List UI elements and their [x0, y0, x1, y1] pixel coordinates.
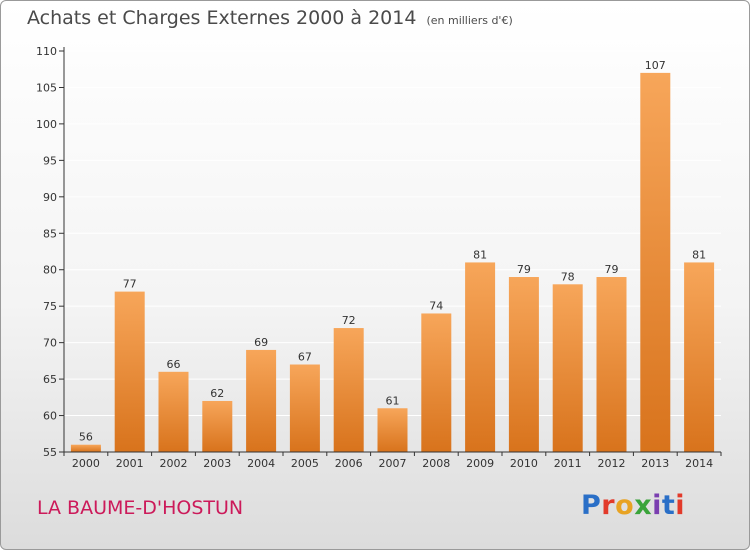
value-label-2009: 81 — [473, 248, 487, 261]
value-label-2005: 67 — [298, 351, 312, 364]
y-tick-label: 80 — [43, 264, 57, 277]
logo-letter: i — [652, 490, 662, 521]
value-label-2004: 69 — [254, 336, 268, 349]
bar-2013 — [640, 72, 671, 452]
y-tick-label: 70 — [43, 337, 57, 350]
logo-letter: P — [581, 490, 602, 521]
logo-letter: r — [601, 490, 616, 521]
bar-2010 — [508, 277, 539, 452]
bar-2003 — [202, 400, 233, 452]
bar-2011 — [552, 284, 583, 452]
y-tick-label: 60 — [43, 410, 57, 423]
logo-letter: x — [634, 490, 653, 521]
value-label-2002: 66 — [167, 358, 181, 371]
axis-layer: 55 60 65 70 75 80 85 90 95 100 105 110 2000 2001 2002 2… — [36, 45, 722, 470]
proxiti-logo[interactable]: Proxiti — [581, 490, 685, 521]
bar-2014 — [684, 262, 715, 452]
bar-2009 — [465, 262, 496, 452]
value-label-2010: 79 — [517, 263, 531, 276]
x-tick-label-2008: 2008 — [422, 457, 450, 470]
y-tick-label: 65 — [43, 373, 57, 386]
labels-layer: 56 77 66 62 69 67 72 61 74 81 79 78 79 107 81 — [79, 59, 706, 444]
bar-2001 — [114, 291, 145, 452]
x-tick-label-2004: 2004 — [247, 457, 275, 470]
y-tick-label: 55 — [43, 446, 57, 459]
y-tick-label: 90 — [43, 191, 57, 204]
bar-2000 — [70, 444, 101, 452]
x-tick-label-2012: 2012 — [598, 457, 626, 470]
bar-2012 — [596, 277, 627, 452]
bar-2006 — [333, 328, 364, 452]
x-tick-label-2000: 2000 — [72, 457, 100, 470]
x-tick-label-2007: 2007 — [379, 457, 407, 470]
value-label-2000: 56 — [79, 431, 93, 444]
bar-2004 — [246, 349, 277, 452]
logo-letter: i — [675, 490, 686, 521]
x-tick-label-2001: 2001 — [116, 457, 144, 470]
value-label-2013: 107 — [645, 59, 666, 72]
value-label-2003: 62 — [210, 387, 224, 400]
bars-layer — [70, 72, 715, 452]
y-tick-label: 110 — [36, 45, 57, 58]
x-tick-label-2003: 2003 — [203, 457, 231, 470]
logo-letter: t — [661, 490, 676, 521]
bar-2008 — [421, 313, 452, 452]
x-tick-label-2006: 2006 — [335, 457, 363, 470]
y-tick-label: 100 — [36, 118, 57, 131]
value-label-2012: 79 — [605, 263, 619, 276]
bar-2007 — [377, 408, 408, 452]
value-label-2001: 77 — [123, 278, 137, 291]
x-tick-label-2011: 2011 — [554, 457, 582, 470]
chart-subtitle: (en milliers d'€) — [426, 14, 513, 27]
bar-2005 — [289, 364, 320, 452]
value-label-2007: 61 — [386, 394, 400, 407]
logo-letter: o — [615, 490, 635, 521]
value-label-2011: 78 — [561, 270, 575, 283]
x-tick-label-2010: 2010 — [510, 457, 538, 470]
value-label-2008: 74 — [429, 299, 443, 312]
x-tick-label-2014: 2014 — [685, 457, 713, 470]
x-tick-label-2009: 2009 — [466, 457, 494, 470]
y-tick-label: 105 — [36, 81, 57, 94]
x-tick-label-2005: 2005 — [291, 457, 319, 470]
y-tick-label: 95 — [43, 154, 57, 167]
x-tick-label-2013: 2013 — [641, 457, 669, 470]
y-tick-label: 75 — [43, 300, 57, 313]
value-label-2006: 72 — [342, 314, 356, 327]
x-tick-label-2002: 2002 — [160, 457, 188, 470]
chart-title: Achats et Charges Externes 2000 à 2014 (e… — [27, 7, 513, 29]
bar-2002 — [158, 371, 189, 452]
y-tick-label: 85 — [43, 227, 57, 240]
value-label-2014: 81 — [692, 248, 706, 261]
commune-name: LA BAUME-D'HOSTUN — [37, 497, 244, 519]
chart-title-text: Achats et Charges Externes 2000 à 2014 — [27, 7, 417, 29]
